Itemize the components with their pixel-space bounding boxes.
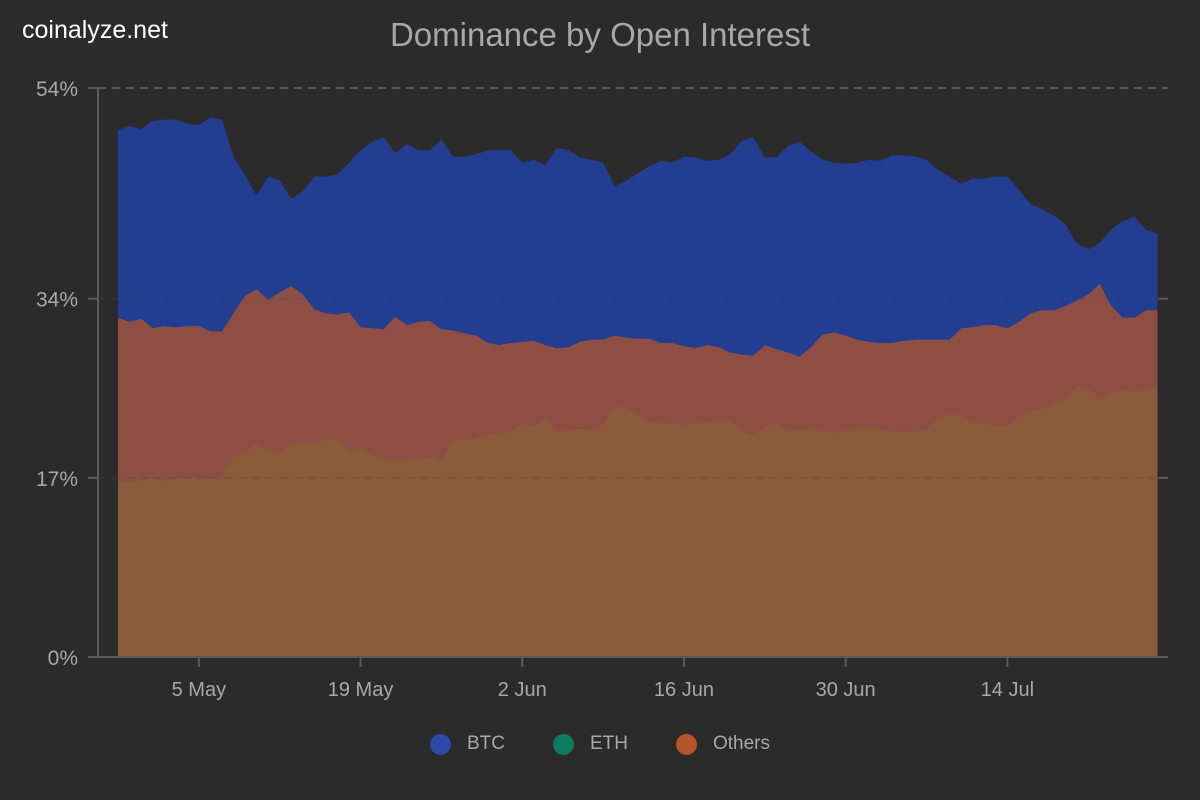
legend-label-eth: ETH	[589, 733, 628, 754]
y-tick-label: 17%	[36, 468, 78, 491]
y-tick-label: 0%	[48, 647, 78, 670]
x-tick-label: 2 Jun	[498, 679, 547, 701]
legend-label-btc: BTC	[466, 733, 505, 754]
legend-dot-others-icon	[675, 733, 697, 755]
y-tick-label: 54%	[36, 78, 78, 101]
x-tick-label: 30 Jun	[816, 679, 876, 701]
legend-item-others[interactable]: Others	[675, 733, 771, 755]
x-tick-label: 19 May	[328, 679, 394, 701]
y-tick-label: 34%	[36, 289, 78, 312]
legend: BTC ETH Others	[0, 733, 1200, 755]
legend-dot-btc-icon	[429, 733, 451, 755]
x-tick-label: 16 Jun	[654, 679, 714, 701]
legend-item-eth[interactable]: ETH	[552, 733, 628, 755]
brand-logo-text: coinalyze.net	[22, 16, 168, 44]
legend-label-others: Others	[712, 733, 771, 754]
x-tick-label: 5 May	[172, 679, 226, 701]
chart-title: Dominance by Open Interest	[389, 16, 811, 53]
x-tick-label: 14 Jul	[981, 679, 1034, 701]
legend-item-btc[interactable]: BTC	[429, 733, 505, 755]
area-eth	[118, 386, 1158, 657]
legend-dot-eth-icon	[552, 733, 574, 755]
